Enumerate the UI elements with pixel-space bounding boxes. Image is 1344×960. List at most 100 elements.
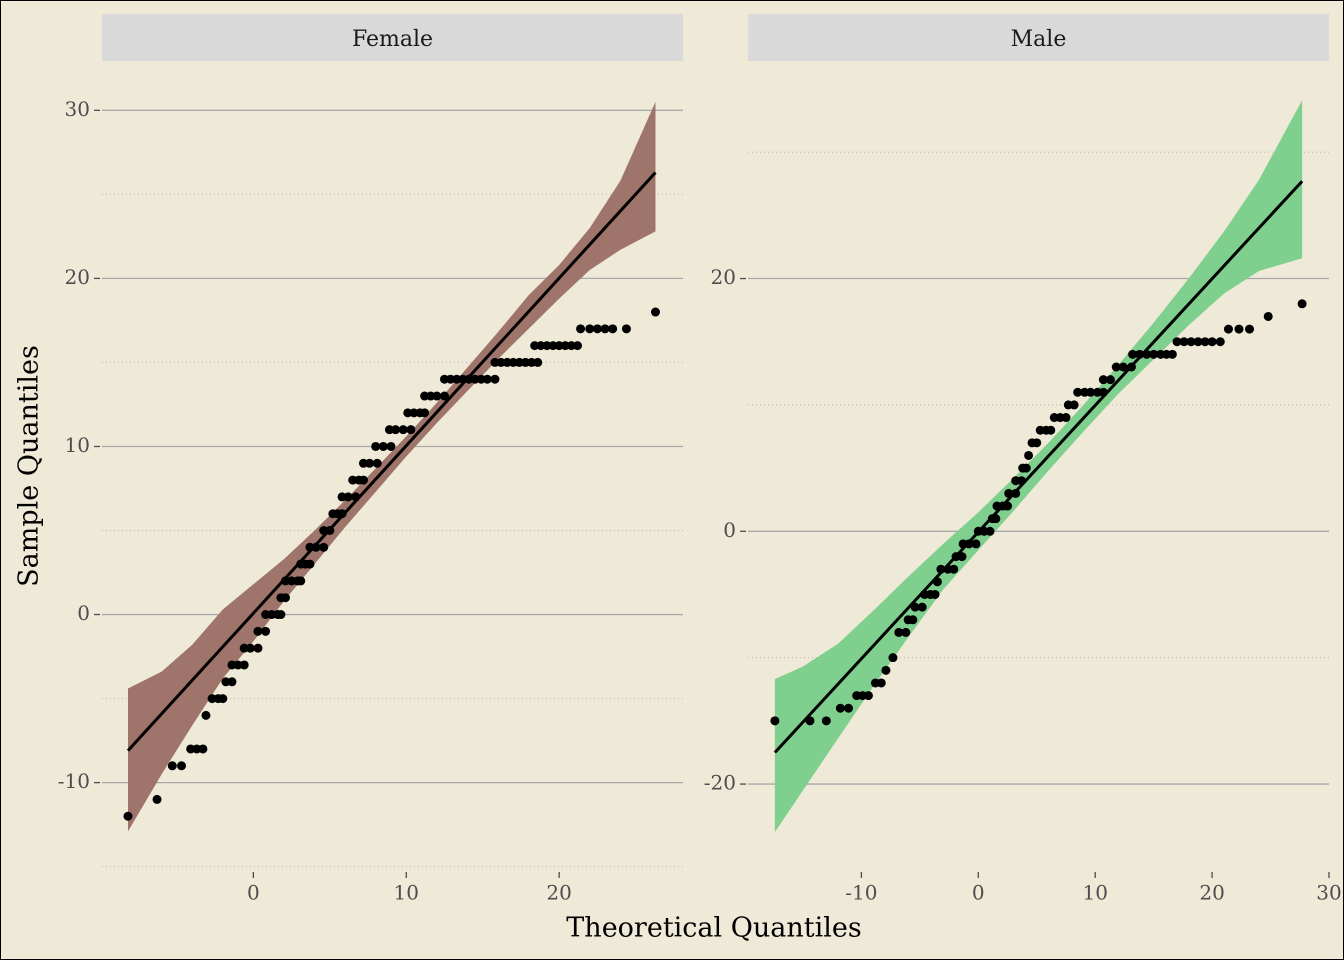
point	[227, 677, 237, 687]
x-tick-label: 30	[1316, 881, 1341, 905]
confidence-band	[127, 101, 656, 832]
y-tick-label: 20	[65, 265, 90, 289]
y-tick-label: 0	[723, 518, 736, 542]
point	[957, 552, 967, 562]
point	[365, 458, 375, 468]
point	[319, 542, 329, 552]
point	[482, 374, 492, 384]
point	[573, 341, 583, 351]
point	[770, 716, 780, 726]
y-tick-label: 10	[65, 433, 90, 457]
point	[650, 307, 660, 317]
point	[406, 425, 416, 435]
point	[1017, 476, 1027, 486]
point	[1245, 324, 1255, 334]
point	[325, 526, 335, 536]
point	[1061, 413, 1071, 423]
point	[985, 526, 995, 536]
point	[1149, 349, 1159, 359]
x-tick-label: 0	[972, 881, 985, 905]
point	[311, 542, 321, 552]
point	[1046, 425, 1056, 435]
point	[201, 710, 211, 720]
point	[821, 716, 831, 726]
point	[1186, 337, 1196, 347]
y-tick-label: 20	[711, 265, 736, 289]
point	[198, 744, 208, 754]
x-tick-label: -10	[845, 881, 877, 905]
point	[1069, 400, 1079, 410]
point	[1003, 501, 1013, 511]
point	[218, 694, 228, 704]
x-tick-label: 10	[1082, 881, 1107, 905]
y-tick-label: -10	[58, 769, 90, 793]
point	[844, 703, 854, 713]
point	[1215, 337, 1225, 347]
y-tick-label: -20	[704, 771, 736, 795]
point	[358, 475, 368, 485]
x-tick-label: 20	[1199, 881, 1224, 905]
point	[123, 811, 133, 821]
point	[1234, 324, 1244, 334]
point	[261, 626, 271, 636]
point	[910, 602, 920, 612]
point	[876, 678, 886, 688]
point	[964, 539, 974, 549]
point	[576, 324, 586, 334]
point	[1105, 375, 1115, 385]
point	[253, 643, 263, 653]
point	[901, 627, 911, 637]
point	[805, 716, 815, 726]
y-tick-label: 0	[77, 601, 90, 625]
point	[917, 602, 927, 612]
point	[894, 627, 904, 637]
point	[391, 425, 401, 435]
point	[888, 653, 898, 663]
y-tick-label: 30	[65, 97, 90, 121]
point	[908, 615, 918, 625]
point	[1118, 362, 1128, 372]
point	[930, 589, 940, 599]
x-tick-label: 0	[247, 881, 260, 905]
panel-title: Male	[1011, 27, 1067, 52]
point	[1128, 349, 1138, 359]
point	[432, 391, 442, 401]
point	[1004, 488, 1014, 498]
point	[621, 324, 631, 334]
point	[991, 514, 1001, 524]
reference-line	[773, 180, 1304, 754]
point	[1172, 337, 1182, 347]
point	[863, 691, 873, 701]
point	[1111, 362, 1121, 372]
y-axis-label: Sample Quantiles	[14, 345, 45, 587]
point	[337, 509, 347, 519]
point	[1126, 362, 1136, 372]
point	[1021, 463, 1031, 473]
point	[936, 564, 946, 574]
point	[253, 626, 263, 636]
point	[280, 593, 290, 603]
point	[420, 408, 430, 418]
point	[1073, 387, 1083, 397]
point	[533, 357, 543, 367]
point	[167, 761, 177, 771]
point	[1193, 337, 1203, 347]
point	[239, 660, 249, 670]
strip	[748, 14, 1329, 61]
strip	[102, 14, 683, 61]
point	[600, 324, 610, 334]
point	[378, 441, 388, 451]
point	[296, 576, 306, 586]
point	[1032, 438, 1042, 448]
point	[1207, 337, 1217, 347]
point	[177, 761, 187, 771]
point	[592, 324, 602, 334]
point	[1223, 324, 1233, 334]
point	[439, 391, 449, 401]
point	[835, 703, 845, 713]
point	[1200, 337, 1210, 347]
point	[1011, 488, 1021, 498]
